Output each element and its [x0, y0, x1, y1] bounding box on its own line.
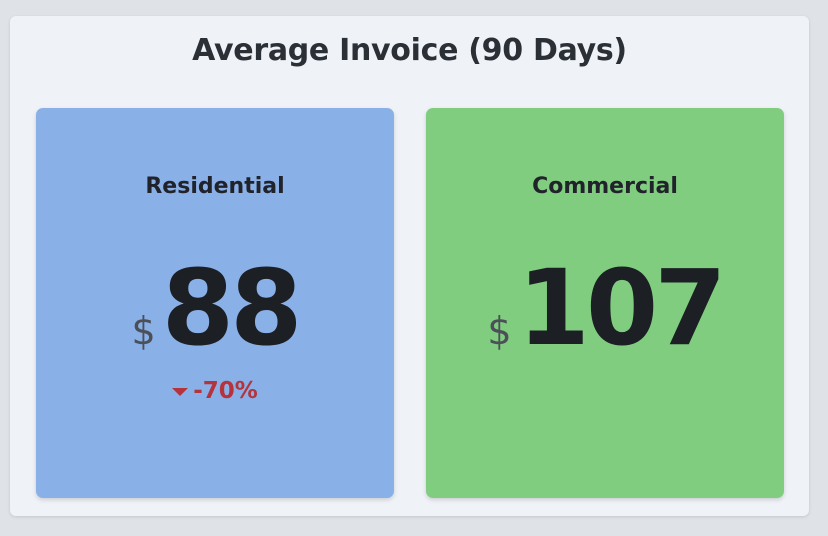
currency-symbol: $: [487, 309, 512, 353]
change-percent: -70%: [193, 378, 258, 404]
amount-value: 88: [161, 247, 303, 369]
card-label-residential: Residential: [145, 174, 285, 199]
value-residential: $ 88: [36, 256, 394, 366]
residential-card[interactable]: Residential $ 88 -70%: [36, 108, 394, 498]
commercial-card[interactable]: Commercial $ 107: [426, 108, 784, 498]
currency-symbol: $: [131, 309, 156, 353]
widget-title: Average Invoice (90 Days): [192, 33, 627, 68]
card-label-commercial: Commercial: [532, 174, 678, 199]
value-commercial: $ 107: [426, 256, 784, 366]
amount-value: 107: [517, 247, 727, 369]
triangle-down-icon: [172, 388, 189, 396]
average-invoice-widget: Average Invoice (90 Days) Residential $ …: [10, 16, 809, 516]
change-indicator: -70%: [36, 376, 394, 406]
